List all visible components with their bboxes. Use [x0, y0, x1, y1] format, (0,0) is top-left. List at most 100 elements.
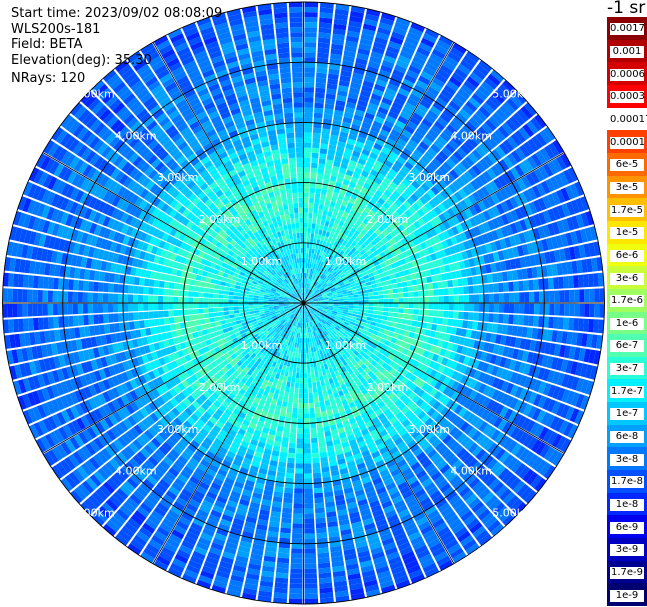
radar-cell	[300, 363, 304, 369]
radar-cell	[305, 307, 308, 313]
radar-cell	[337, 338, 343, 344]
radar-cell	[568, 346, 576, 360]
radar-cell	[220, 320, 226, 325]
radar-cell	[397, 541, 411, 551]
radar-cell	[82, 303, 88, 314]
radar-cell	[279, 451, 288, 458]
radar-cell	[315, 324, 319, 330]
radar-cell	[539, 303, 545, 315]
radar-cell	[319, 344, 324, 350]
radar-cell	[295, 352, 299, 358]
radar-cell	[403, 303, 409, 309]
radar-cell	[513, 314, 519, 325]
radar-cell	[353, 453, 363, 461]
radar-cell	[394, 532, 407, 542]
radar-cell	[575, 393, 585, 409]
radar-cell	[122, 294, 129, 303]
radar-cell	[338, 514, 349, 521]
radar-cell	[326, 341, 331, 347]
radar-cell	[387, 486, 399, 496]
radar-cell	[379, 468, 390, 477]
radar-cell	[452, 415, 462, 426]
radar-cell	[482, 423, 493, 436]
radar-cell	[376, 486, 387, 495]
radar-cell	[323, 316, 329, 321]
radar-cell	[378, 328, 385, 334]
radar-cell	[310, 337, 314, 343]
radar-cell	[458, 336, 466, 346]
radar-cell	[402, 313, 409, 320]
radar-cell	[345, 357, 351, 364]
radar-cell	[218, 303, 224, 308]
radar-cell	[430, 378, 438, 388]
radar-cell	[258, 296, 264, 299]
radar-cell	[387, 312, 394, 317]
radar-cell	[571, 376, 580, 391]
radar-cell	[441, 396, 451, 406]
radar-cell	[484, 516, 498, 529]
radar-cell	[458, 407, 468, 418]
radar-cell	[318, 322, 323, 328]
radar-cell	[453, 353, 461, 362]
radar-cell	[433, 390, 442, 400]
radar-cell	[402, 517, 415, 528]
radar-cell	[550, 357, 559, 370]
radar-cell	[215, 279, 221, 285]
radar-cell	[347, 312, 353, 316]
radar-cell	[537, 367, 546, 380]
radar-cell	[478, 312, 484, 322]
radar-cell	[408, 303, 414, 309]
radar-cell	[434, 331, 441, 339]
radar-cell	[394, 575, 409, 585]
radar-cell	[225, 282, 231, 288]
radar-cell	[580, 379, 590, 394]
radar-cell	[464, 439, 475, 451]
radar-cell	[281, 512, 292, 519]
radar-cell	[320, 365, 325, 371]
radar-cell	[18, 318, 24, 332]
radar-cell	[392, 332, 399, 339]
radar-cell	[378, 366, 386, 374]
radar-cell	[203, 308, 209, 314]
radar-cell	[521, 350, 530, 362]
radar-cell	[243, 303, 249, 306]
radar-cell	[410, 404, 419, 413]
radar-cell	[377, 570, 391, 579]
radar-cell	[318, 305, 324, 308]
radar-cell	[122, 303, 129, 312]
radar-cell	[225, 318, 231, 324]
radar-cell	[384, 340, 391, 346]
radar-cell	[311, 320, 315, 326]
radar-cell	[394, 437, 404, 446]
radar-cell	[320, 327, 324, 333]
radar-cell	[283, 492, 293, 499]
radar-cell	[478, 488, 491, 500]
radar-cell	[73, 315, 79, 327]
radar-cell	[143, 311, 149, 320]
radar-cell	[472, 403, 482, 415]
radar-cell	[183, 297, 189, 303]
radar-cell	[287, 402, 293, 408]
radar-cell	[566, 390, 576, 405]
radar-cell	[535, 459, 547, 474]
radar-cell	[360, 508, 371, 516]
radar-cell	[218, 307, 224, 312]
radar-cell	[445, 399, 455, 409]
radar-cell	[342, 332, 348, 338]
radar-cell	[422, 459, 433, 469]
radar-cell	[413, 333, 420, 340]
radar-cell	[304, 443, 311, 449]
radar-cell	[48, 317, 54, 329]
radar-cell	[490, 333, 497, 343]
radar-cell	[291, 543, 303, 549]
radar-cell	[299, 373, 304, 379]
radar-cell	[356, 317, 362, 322]
radar-cell	[413, 368, 421, 377]
radar-cell	[307, 372, 312, 379]
radar-cell	[342, 377, 349, 384]
radar-cell	[585, 380, 594, 395]
radar-cell	[373, 306, 379, 311]
radar-cell	[427, 316, 434, 323]
radar-cell	[48, 277, 54, 289]
radar-cell	[277, 552, 290, 559]
